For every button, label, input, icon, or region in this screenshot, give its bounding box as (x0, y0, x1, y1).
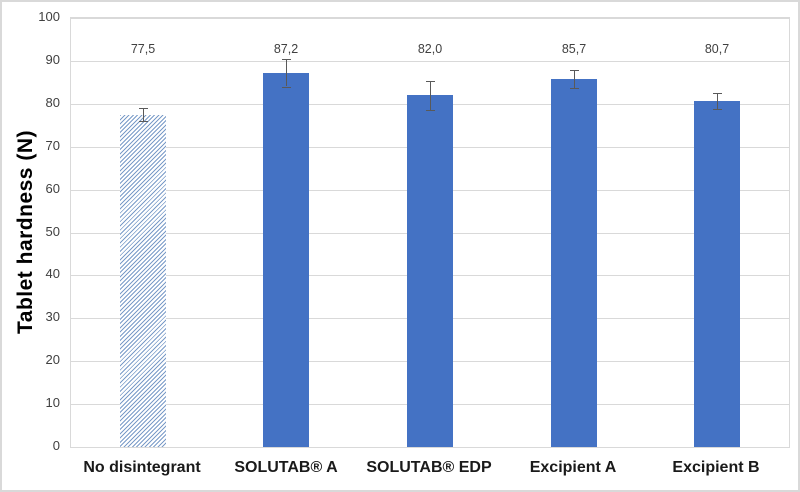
gridline (71, 61, 789, 62)
data-label: 82,0 (417, 42, 443, 56)
bar-SOLUTAB® EDP (407, 95, 453, 447)
data-label: 85,7 (561, 42, 587, 56)
y-tick-label: 40 (45, 266, 60, 281)
bar-No disintegrant (120, 115, 166, 447)
y-tick-label: 90 (45, 52, 60, 67)
x-axis-label: Excipient B (672, 459, 760, 476)
error-bar-cap (713, 109, 722, 110)
x-axis-label: Excipient A (529, 459, 617, 476)
y-tick-label: 30 (45, 309, 60, 324)
gridline (71, 18, 789, 19)
y-tick-label: 70 (45, 138, 60, 153)
bar-Excipient A (551, 79, 597, 447)
error-bar-cap (426, 110, 435, 111)
data-label: 87,2 (273, 42, 299, 56)
error-bar (430, 81, 431, 110)
error-bar (717, 93, 718, 109)
error-bar (574, 70, 575, 88)
x-axis-label: No disintegrant (83, 459, 201, 476)
data-label: 77,5 (130, 42, 156, 56)
bar-Excipient B (694, 101, 740, 447)
gridline (71, 447, 789, 448)
error-bar-cap (282, 87, 291, 88)
y-tick-label: 0 (52, 438, 60, 453)
error-bar (286, 59, 287, 86)
error-bar-cap (139, 121, 148, 122)
error-bar-cap (282, 59, 291, 60)
y-tick-label: 10 (45, 395, 60, 410)
error-bar-cap (570, 88, 579, 89)
y-tick-label: 60 (45, 181, 60, 196)
bar-SOLUTAB® A (263, 73, 309, 447)
data-label: 80,7 (704, 42, 730, 56)
y-tick-label: 100 (38, 9, 60, 24)
error-bar-cap (139, 108, 148, 109)
error-bar-cap (570, 70, 579, 71)
error-bar-cap (426, 81, 435, 82)
error-bar (143, 108, 144, 122)
y-tick-label: 80 (45, 95, 60, 110)
y-tick-label: 50 (45, 224, 60, 239)
x-axis-label: SOLUTAB® A (234, 459, 338, 476)
y-tick-label: 20 (45, 352, 60, 367)
x-axis-label: SOLUTAB® EDP (366, 459, 492, 476)
plot-area: 77,5 87,2 82,0 85,7 80,7 (70, 17, 790, 448)
error-bar-cap (713, 93, 722, 94)
